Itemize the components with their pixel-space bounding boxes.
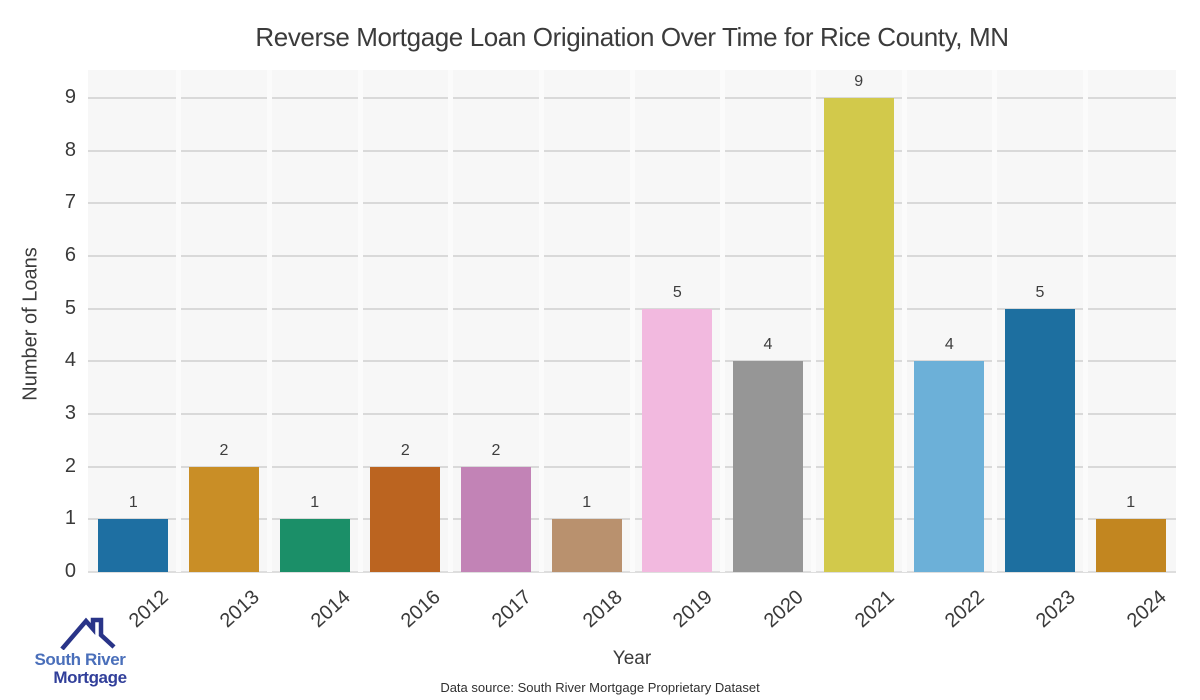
x-tick-2013: 2013 <box>215 586 264 633</box>
gridline-y0 <box>88 571 1176 573</box>
x-tick-2017: 2017 <box>487 586 536 633</box>
logo-text-line1: South River <box>34 650 126 669</box>
bar-2012 <box>98 519 169 572</box>
bar-2014 <box>279 519 350 572</box>
plot-panel: 1 2 1 2 2 1 5 4 9 4 5 1 <box>88 70 1176 573</box>
minor-vline <box>448 70 454 572</box>
x-tick-2021: 2021 <box>850 586 899 633</box>
minor-vline <box>266 70 272 572</box>
bar-2018 <box>551 519 622 572</box>
bar-value-label: 2 <box>400 441 410 459</box>
x-tick-2014: 2014 <box>306 586 355 633</box>
x-tick-2019: 2019 <box>669 586 718 633</box>
bar-2016 <box>370 466 441 572</box>
bar-2023 <box>1005 308 1075 572</box>
x-tick-2020: 2020 <box>759 586 808 633</box>
x-tick-2016: 2016 <box>397 586 446 633</box>
bar-value-label: 2 <box>219 441 229 459</box>
bar-2021 <box>823 98 894 572</box>
bar-value-label: 9 <box>854 73 864 90</box>
bar-value-label: 5 <box>672 283 682 301</box>
y-tick-4: 4 <box>64 349 76 372</box>
minor-vline <box>538 70 544 572</box>
y-tick-7: 7 <box>64 191 76 214</box>
company-logo: South River Mortgage <box>14 615 146 695</box>
chart-title: Reverse Mortgage Loan Origination Over T… <box>255 22 1009 52</box>
bar-value-label: 1 <box>582 494 592 512</box>
bar-value-label: 1 <box>310 494 320 512</box>
minor-vline <box>720 70 726 572</box>
bar-2022 <box>914 361 985 572</box>
bar-2017 <box>461 466 531 572</box>
x-tick-2024: 2024 <box>1122 586 1171 633</box>
bar-value-label: 4 <box>944 336 954 354</box>
y-axis-title: Number of Loans <box>19 247 42 401</box>
logo-text-line2: Mortgage <box>53 668 127 687</box>
y-tick-2: 2 <box>64 454 76 477</box>
bar-2019 <box>642 308 713 572</box>
minor-vline <box>992 70 998 572</box>
minor-vline <box>629 70 635 572</box>
x-tick-2018: 2018 <box>578 586 627 633</box>
y-tick-9: 9 <box>64 86 76 108</box>
bar-value-label: 2 <box>491 441 501 459</box>
y-tick-1: 1 <box>64 507 76 530</box>
bar-value-label: 5 <box>1035 283 1045 301</box>
y-tick-8: 8 <box>64 138 76 161</box>
bar-2020 <box>733 361 803 572</box>
roof-house-icon <box>60 617 116 650</box>
x-axis-title: Year <box>612 648 652 669</box>
y-tick-3: 3 <box>64 402 76 424</box>
minor-vline <box>357 70 363 572</box>
bar-value-label: 4 <box>763 336 773 354</box>
y-tick-5: 5 <box>64 296 76 319</box>
bar-2013 <box>189 466 259 572</box>
x-tick-2022: 2022 <box>941 586 990 633</box>
x-tick-2023: 2023 <box>1031 586 1080 633</box>
minor-vline <box>901 70 907 572</box>
y-tick-6: 6 <box>64 244 76 266</box>
y-tick-0: 0 <box>64 560 76 582</box>
minor-vline <box>810 70 816 572</box>
bar-2024 <box>1095 519 1166 572</box>
bar-value-label: 1 <box>128 494 138 512</box>
minor-vline <box>1082 70 1088 572</box>
source-note: Data source: South River Mortgage Propri… <box>440 680 760 695</box>
minor-vline <box>176 70 182 572</box>
bar-value-label: 1 <box>1126 494 1136 512</box>
